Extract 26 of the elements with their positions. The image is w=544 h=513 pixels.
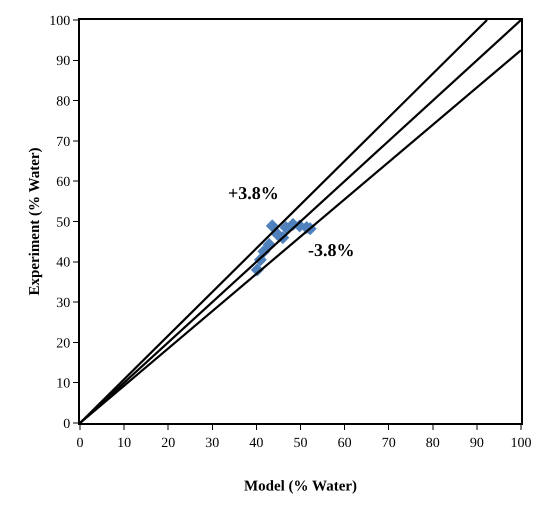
x-tick-label: 0 (76, 436, 84, 451)
x-tick-label: 100 (510, 436, 532, 451)
annotation: -3.8% (308, 240, 354, 260)
x-tick-label: 20 (161, 436, 176, 451)
y-tick-label: 90 (56, 54, 70, 70)
y-tick-label: 50 (56, 215, 70, 230)
y-tick-label: 20 (56, 336, 70, 352)
y-tick-label: 30 (56, 296, 70, 311)
x-tick-label: 60 (338, 436, 352, 451)
x-tick-label: 50 (294, 436, 308, 451)
x-tick-label: 90 (470, 436, 484, 451)
x-tick-label: 40 (249, 436, 264, 451)
x-tick-label: 70 (382, 436, 396, 451)
x-axis-title: Model (% Water) (244, 478, 358, 494)
x-tick-label: 30 (205, 436, 220, 451)
y-tick-label: 80 (56, 94, 70, 110)
y-tick-label: 40 (56, 256, 70, 271)
y-tick-label: 70 (56, 134, 70, 150)
y-tick-label: 0 (63, 416, 70, 432)
y-tick-label: 100 (49, 14, 70, 29)
annotation: +3.8% (228, 183, 279, 203)
x-tick-label: 10 (117, 436, 132, 451)
y-tick-label: 60 (56, 175, 70, 190)
y-axis-title: Experiment (% Water) (27, 147, 43, 296)
x-tick-label: 80 (426, 436, 440, 451)
y-tick-label: 10 (56, 376, 70, 392)
